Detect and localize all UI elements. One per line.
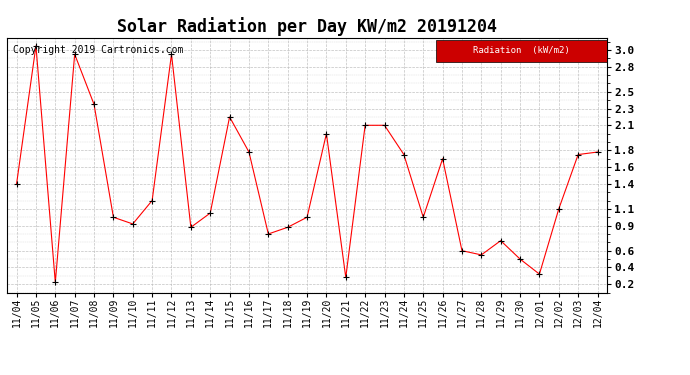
Point [205,210,216,216]
Point [340,274,351,280]
Point [457,248,468,254]
Point [592,149,603,155]
Text: Copyright 2019 Cartronics.com: Copyright 2019 Cartronics.com [13,45,184,55]
Point [515,256,526,262]
Point [127,221,138,227]
Point [321,130,332,136]
Point [534,271,545,277]
Point [146,198,157,204]
Point [166,51,177,57]
Point [476,252,487,258]
Text: Radiation  (kW/m2): Radiation (kW/m2) [473,46,570,56]
Point [69,51,80,57]
Point [359,122,371,128]
Title: Solar Radiation per Day KW/m2 20191204: Solar Radiation per Day KW/m2 20191204 [117,17,497,36]
Point [495,238,506,244]
Point [108,214,119,220]
Point [244,149,255,155]
Point [263,231,274,237]
Point [417,214,428,220]
Point [553,206,564,212]
Point [573,152,584,157]
Point [379,122,390,128]
Point [437,156,448,162]
Point [88,101,99,107]
Point [398,152,409,157]
Point [11,181,22,187]
Point [282,224,293,230]
Bar [436,40,607,62]
Point [30,43,41,49]
Point [186,224,197,230]
Point [50,279,61,285]
Point [224,114,235,120]
Point [302,214,313,220]
